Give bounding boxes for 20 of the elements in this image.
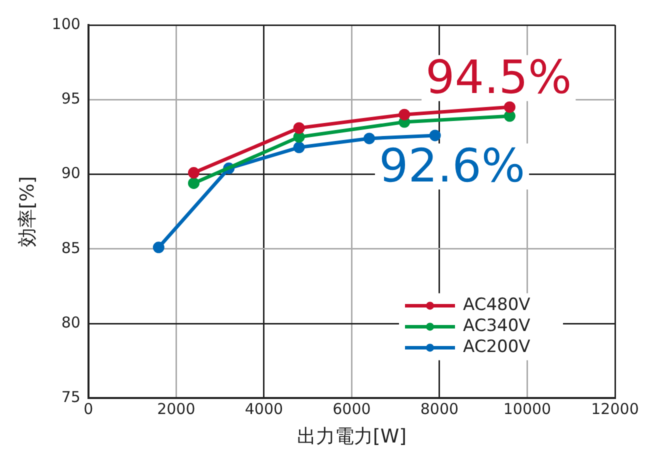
y-tick-label: 75 xyxy=(61,388,80,406)
x-tick-label: 8000 xyxy=(420,400,459,418)
legend-label: AC340V xyxy=(463,316,531,336)
legend-label: AC200V xyxy=(463,337,531,358)
x-tick-label: 6000 xyxy=(332,400,371,418)
legend-label: AC480V xyxy=(463,295,531,316)
y-tick-label: 80 xyxy=(61,313,80,332)
y-tick-label: 85 xyxy=(61,238,80,257)
x-tick-label: 4000 xyxy=(244,400,284,418)
x-tick-label: 0 xyxy=(84,400,94,418)
y-tick-label: 100 xyxy=(52,14,80,33)
annotation: 94.5% xyxy=(426,50,572,104)
annotation: 92.6% xyxy=(378,138,526,192)
y-tick-label: 95 xyxy=(61,90,80,108)
x-axis-title: 出力電力[W] xyxy=(296,426,407,448)
y-tick-label: 90 xyxy=(61,164,80,182)
y-axis-title: 効率[%] xyxy=(16,176,38,248)
x-tick-label: 2000 xyxy=(157,400,196,418)
x-tick-label: 10000 xyxy=(503,400,552,418)
x-tick-label: 12000 xyxy=(591,400,639,418)
